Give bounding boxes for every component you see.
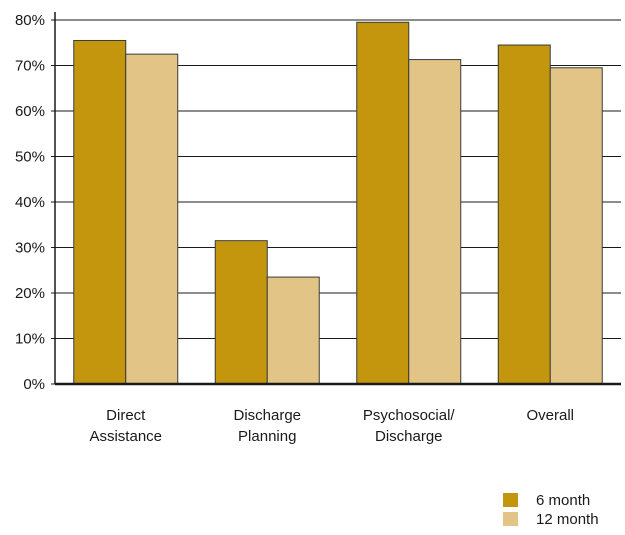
y-tick-label: 80% [15, 12, 45, 29]
y-tick-label: 40% [15, 194, 45, 211]
axes [51, 12, 621, 386]
category-labels: Direct Assistance Discharge Planning Psychos… [89, 407, 574, 445]
bar [497, 44, 551, 385]
y-tick-labels: 0% 10% 20% 30% 40% 50% 60% 70% 80% [15, 12, 45, 393]
bar [266, 276, 320, 385]
y-tick-label: 60% [15, 103, 45, 120]
bar [214, 240, 268, 385]
legend-swatch [503, 512, 518, 526]
category-label: Discharge Planning [233, 407, 301, 445]
legend-swatch [503, 493, 518, 507]
bar [408, 59, 462, 385]
category-label: Overall [526, 407, 574, 424]
legend-label: 6 month [536, 492, 590, 509]
y-tick-label: 50% [15, 149, 45, 166]
bars [73, 21, 603, 385]
y-tick-label: 10% [15, 331, 45, 348]
bar [356, 21, 410, 385]
bar [549, 67, 603, 385]
legend: 6 month 12 month [503, 492, 599, 528]
y-tick-label: 0% [23, 376, 45, 393]
y-tick-label: 70% [15, 58, 45, 75]
category-label: Psychosocial/Discharge [363, 407, 456, 445]
bar [73, 39, 127, 385]
bar [125, 53, 179, 385]
legend-label: 12 month [536, 511, 599, 528]
y-tick-label: 20% [15, 285, 45, 302]
category-label: Direct Assistance [89, 407, 162, 445]
y-tick-label: 30% [15, 240, 45, 257]
